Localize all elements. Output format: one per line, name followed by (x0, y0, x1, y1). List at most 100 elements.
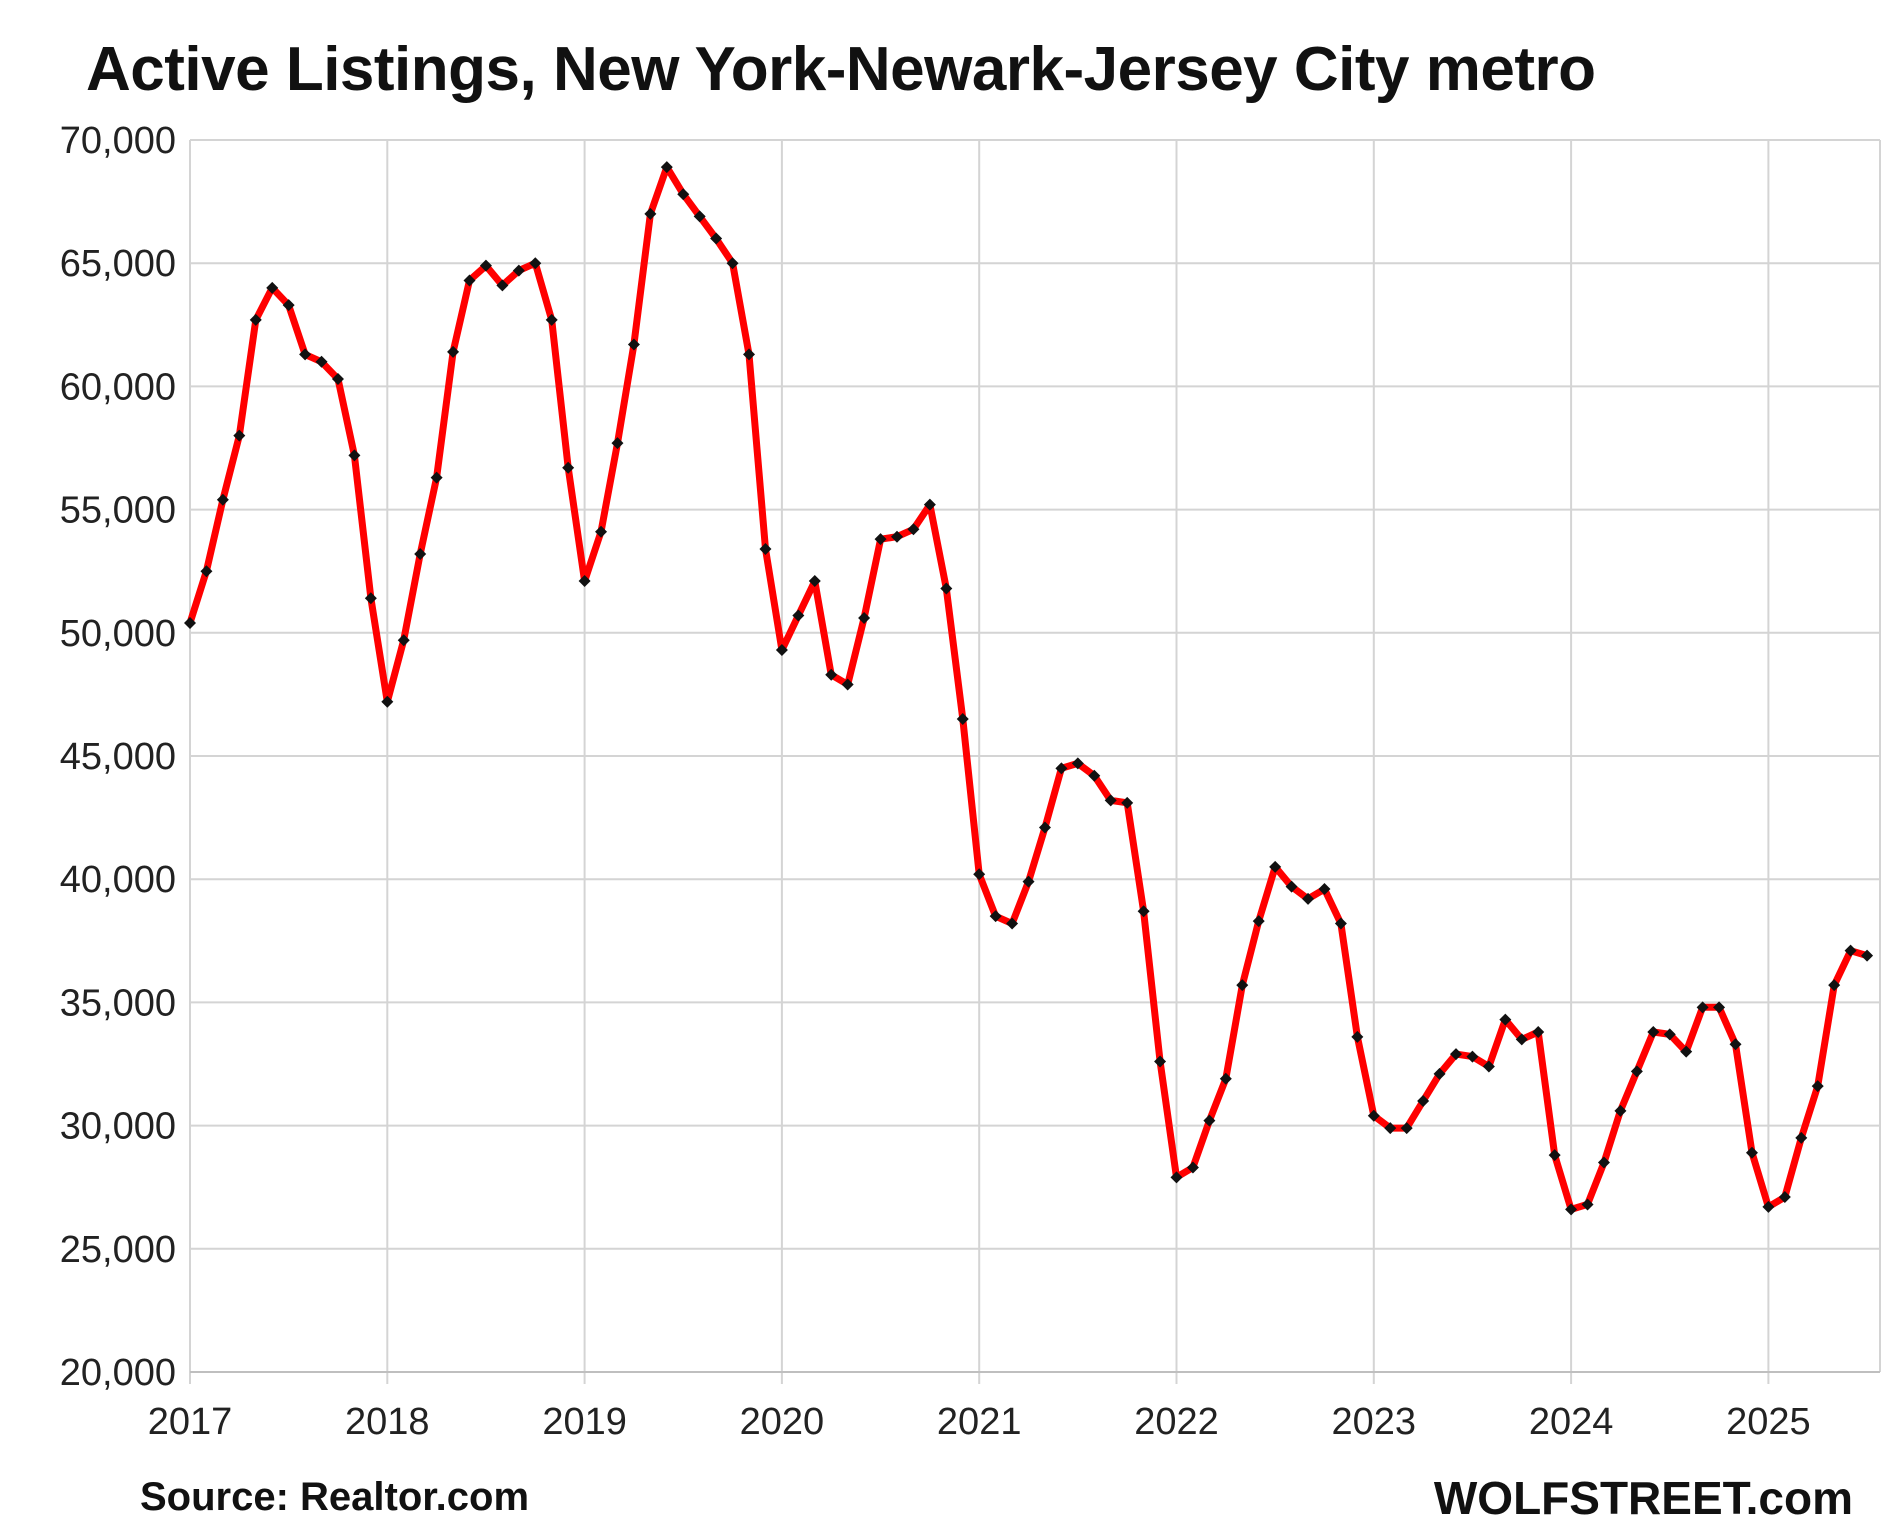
x-tick-label: 2021 (937, 1401, 1022, 1443)
data-point-marker (1729, 1038, 1742, 1051)
data-point-marker (858, 612, 871, 625)
grid-lines (189, 139, 1881, 1384)
data-point-marker (1565, 1203, 1578, 1216)
data-point-marker (430, 471, 443, 484)
data-point-marker (200, 565, 213, 578)
data-point-marker (562, 461, 575, 474)
data-point-marker (1137, 905, 1150, 918)
data-point-marker (1532, 1025, 1545, 1038)
y-tick-label: 55,000 (60, 490, 176, 532)
data-point-marker (726, 257, 739, 270)
data-point-marker (1088, 769, 1101, 782)
data-point-marker (1663, 1028, 1676, 1041)
x-tick-label: 2020 (740, 1401, 825, 1443)
y-tick-label: 35,000 (60, 982, 176, 1024)
data-point-marker (677, 188, 690, 201)
data-point-marker (743, 348, 756, 361)
data-point-marker (1433, 1067, 1446, 1080)
data-point-marker (759, 543, 772, 556)
data-point-marker (381, 695, 394, 708)
data-point-marker (1597, 1156, 1610, 1169)
data-point-marker (907, 523, 920, 536)
data-point-marker (249, 313, 262, 326)
data-point-marker (315, 355, 328, 368)
x-tick-label: 2022 (1134, 1401, 1219, 1443)
chart-title: Active Listings, New York-Newark-Jersey … (86, 35, 1596, 104)
data-point-marker (1219, 1072, 1232, 1085)
data-point-marker (1713, 1001, 1726, 1014)
data-point-marker (1548, 1149, 1561, 1162)
data-point-marker (266, 281, 279, 294)
data-point-marker (1170, 1171, 1183, 1184)
data-point-marker (874, 533, 887, 546)
data-point-marker (627, 338, 640, 351)
data-point-marker (956, 713, 969, 726)
data-point-marker (447, 345, 460, 358)
data-point-marker (1745, 1146, 1758, 1159)
data-point-marker (989, 910, 1002, 923)
data-point-marker (1614, 1104, 1627, 1117)
data-point-marker (1071, 757, 1084, 770)
data-point-marker (611, 437, 624, 450)
data-point-marker (1417, 1094, 1430, 1107)
y-tick-label: 20,000 (60, 1352, 176, 1394)
data-point-marker (1400, 1122, 1413, 1135)
data-point-marker (397, 634, 410, 647)
x-tick-label: 2023 (1332, 1401, 1417, 1443)
data-point-marker (595, 525, 608, 538)
data-point-marker (644, 207, 657, 220)
data-point-marker (825, 668, 838, 681)
data-point-marker (512, 264, 525, 277)
data-point-marker (1581, 1198, 1594, 1211)
data-point-marker (1762, 1200, 1775, 1213)
data-point-marker (463, 274, 476, 287)
data-point-marker (1203, 1114, 1216, 1127)
data-point-marker (282, 299, 295, 312)
data-point-marker (1318, 883, 1331, 896)
data-point-marker (792, 609, 805, 622)
data-point-marker (479, 259, 492, 272)
x-tick-label: 2017 (148, 1401, 233, 1443)
data-point-marker (1811, 1080, 1824, 1093)
data-point-marker (693, 210, 706, 223)
data-point-marker (331, 373, 344, 386)
y-tick-label: 25,000 (60, 1229, 176, 1271)
data-point-marker (414, 547, 427, 560)
data-point-marker (1515, 1033, 1528, 1046)
x-tick-label: 2019 (542, 1401, 627, 1443)
x-tick-label: 2018 (345, 1401, 430, 1443)
data-point-marker (1038, 821, 1051, 834)
data-point-marker (1795, 1131, 1808, 1144)
data-point-markers (184, 161, 1874, 1216)
data-point-marker (841, 678, 854, 691)
data-point-marker (1351, 1030, 1364, 1043)
data-point-marker (1630, 1065, 1643, 1078)
data-point-marker (890, 530, 903, 543)
series-line-active-listings (186, 163, 1871, 1213)
data-point-marker (808, 575, 821, 588)
data-point-marker (233, 429, 246, 442)
data-point-marker (660, 161, 673, 174)
data-point-marker (1466, 1050, 1479, 1063)
data-point-marker (1022, 875, 1035, 888)
data-point-marker (1302, 892, 1315, 905)
x-tick-label: 2024 (1529, 1401, 1614, 1443)
data-point-marker (1154, 1055, 1167, 1068)
data-point-marker (973, 868, 986, 881)
data-point-marker (1055, 762, 1068, 775)
data-point-marker (1252, 915, 1265, 928)
y-tick-label: 50,000 (60, 613, 176, 655)
data-point-marker (1121, 796, 1134, 809)
data-point-marker (1844, 944, 1857, 957)
data-point-marker (775, 644, 788, 657)
data-point-marker (1285, 880, 1298, 893)
data-point-marker (1450, 1048, 1463, 1061)
data-point-marker (1334, 917, 1347, 930)
brand-watermark: WOLFSTREET.com (1433, 1472, 1853, 1524)
x-tick-labels: 2017 2018 2019 2020 2021 2022 2023 2024 2025 (148, 1401, 1811, 1443)
data-point-marker (1647, 1025, 1660, 1038)
x-tick-label: 2025 (1726, 1401, 1811, 1443)
data-point-marker (545, 313, 558, 326)
data-point-marker (940, 582, 953, 595)
